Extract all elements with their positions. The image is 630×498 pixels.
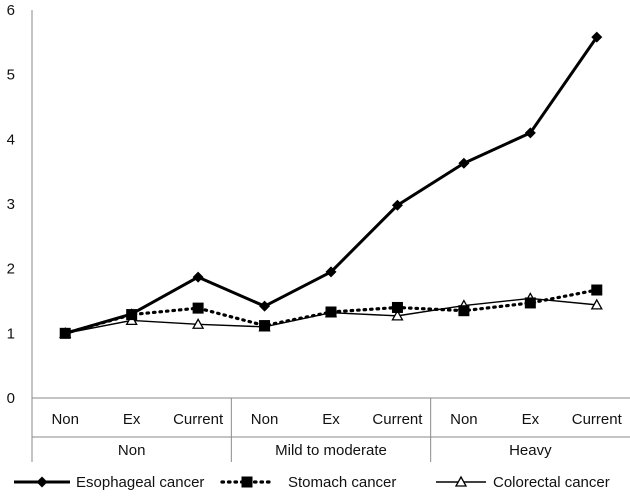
data-point-diamond — [126, 308, 138, 320]
y-tick-label: 5 — [7, 67, 15, 84]
x-group-label: Non — [118, 442, 146, 459]
data-point-diamond — [524, 127, 536, 139]
data-point-square — [192, 302, 204, 314]
x-category-label: Current — [572, 411, 623, 428]
x-category-label: Ex — [322, 411, 340, 428]
x-category-label: Current — [173, 411, 224, 428]
data-point-diamond — [325, 266, 337, 278]
chart-axes — [31, 10, 630, 462]
x-category-label: Non — [51, 411, 79, 428]
x-category-label: Ex — [522, 411, 540, 428]
x-category-label: Current — [372, 411, 423, 428]
series-layer — [59, 31, 603, 339]
y-tick-label: 3 — [7, 196, 15, 213]
x-axis-categories: Non Ex Current Non Ex Current Non Ex Current — [51, 411, 622, 428]
x-category-label: Ex — [123, 411, 141, 428]
x-axis-groups: Non Mild to moderate Heavy — [118, 442, 552, 459]
data-point-square — [391, 301, 403, 313]
y-tick-label: 4 — [7, 131, 15, 148]
data-point-square — [325, 306, 337, 318]
data-point-diamond — [458, 157, 470, 169]
data-point-square — [458, 305, 470, 317]
legend-label: Stomach cancer — [288, 474, 396, 491]
data-point-square — [241, 476, 253, 488]
data-point-triangle — [192, 317, 205, 329]
x-category-label: Non — [251, 411, 279, 428]
data-point-diamond — [59, 327, 71, 339]
series-stomach-cancer — [59, 284, 603, 339]
legend-label: Esophageal cancer — [76, 474, 204, 491]
series-esophageal-cancer — [59, 31, 603, 339]
data-point-triangle — [391, 309, 404, 321]
data-point-diamond — [259, 300, 271, 312]
data-point-triangle — [454, 475, 468, 487]
x-category-label: Non — [450, 411, 478, 428]
data-point-diamond — [391, 199, 403, 211]
legend-entry: Stomach cancer — [220, 474, 396, 491]
data-point-triangle — [590, 298, 603, 310]
y-tick-label: 6 — [7, 2, 15, 19]
y-tick-label: 1 — [7, 325, 15, 342]
data-point-diamond — [36, 476, 48, 488]
data-point-square — [524, 297, 536, 309]
data-point-diamond — [192, 271, 204, 283]
y-tick-label: 0 — [7, 390, 15, 407]
chart-legend: Esophageal cancer Stomach cancer Colorecta… — [14, 474, 610, 491]
data-point-square — [591, 284, 603, 296]
legend-entry: Colorectal cancer — [436, 474, 610, 491]
legend-entry: Esophageal cancer — [14, 474, 204, 491]
x-group-label: Mild to moderate — [275, 442, 387, 459]
y-tick-label: 2 — [7, 261, 15, 278]
legend-label: Colorectal cancer — [493, 474, 610, 491]
data-point-square — [259, 320, 271, 332]
data-point-diamond — [591, 31, 603, 43]
y-axis-ticks: 0 1 2 3 4 5 6 — [7, 2, 15, 407]
x-group-label: Heavy — [509, 442, 552, 459]
series-line — [64, 36, 599, 335]
